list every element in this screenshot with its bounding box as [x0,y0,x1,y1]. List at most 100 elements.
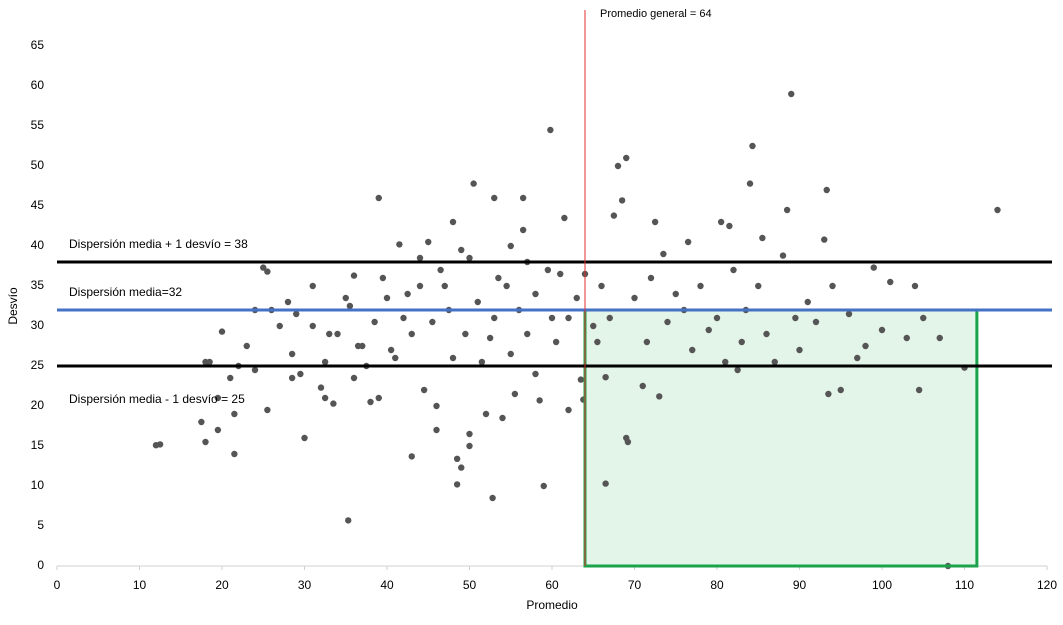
point [466,430,473,438]
reference-label: Dispersión media=32 [69,285,182,299]
point [156,441,164,448]
point [375,194,382,202]
point [437,266,444,274]
point [474,298,481,306]
y-tick-label: 15 [31,438,45,452]
point [321,394,329,402]
x-tick-label: 80 [710,578,724,592]
x-tick-label: 90 [793,578,807,592]
point [449,218,457,226]
point [350,374,358,382]
point [664,318,671,326]
x-axis-title: Promedio [526,598,578,612]
point [903,334,910,342]
point [697,282,704,290]
point [466,442,473,450]
point [565,314,572,322]
point [643,338,651,346]
point [396,241,403,248]
x-tick-label: 100 [872,578,892,592]
point [433,426,440,434]
point [453,455,461,462]
point [231,450,238,458]
point [614,162,622,170]
point [416,254,424,262]
x-tick-label: 50 [463,578,477,592]
point [759,234,766,242]
reference-label: Dispersión media - 1 desvío = 25 [69,392,245,406]
y-tick-label: 50 [31,158,45,172]
reference-label: Dispersión media + 1 desvío = 38 [69,237,248,251]
point [684,238,692,246]
point [552,338,560,346]
point [656,393,663,400]
y-tick-label: 45 [31,198,45,212]
point [610,212,618,219]
point [730,266,737,274]
point [713,314,721,322]
point [746,180,754,187]
point [618,197,626,204]
point [453,481,461,488]
x-tick-label: 60 [545,578,559,592]
point [763,330,770,338]
point [812,318,820,326]
point [202,438,209,446]
point [705,326,712,334]
point [342,294,349,302]
point [489,494,496,502]
point [321,358,329,366]
point [416,282,424,290]
point [631,294,638,302]
point [264,406,271,414]
point [565,406,572,414]
point [334,330,341,338]
point [350,272,358,279]
point [540,482,547,490]
point [449,354,457,362]
point [870,264,877,271]
y-tick-label: 65 [31,38,45,52]
y-tick-label: 35 [31,278,45,292]
reference-label: Promedio general = 64 [600,8,712,20]
point [441,282,448,290]
point [466,254,473,262]
point [590,322,597,330]
point [911,282,919,290]
point [429,318,436,326]
point [519,194,527,202]
point [532,370,539,378]
point [309,282,316,290]
x-tick-label: 20 [215,578,229,592]
point [214,394,222,402]
x-tick-label: 40 [380,578,394,592]
point [749,142,756,150]
y-tick-label: 0 [37,558,44,572]
point [387,346,395,354]
point [783,206,791,214]
point [878,326,886,334]
point [548,314,556,322]
point [288,374,296,382]
y-tick-label: 10 [31,478,45,492]
point [198,418,205,426]
point [243,342,250,350]
point [573,294,580,302]
y-tick-label: 60 [31,78,45,92]
point [462,330,469,338]
point [771,358,778,366]
point [647,274,655,282]
point [606,314,613,322]
point [639,382,646,390]
point [624,438,632,446]
point [544,266,552,274]
point [420,386,428,394]
highlight-region [585,310,977,566]
point [433,402,440,410]
point [547,126,554,134]
point [788,90,795,98]
point [920,314,927,322]
point [231,410,238,418]
point [755,282,762,290]
